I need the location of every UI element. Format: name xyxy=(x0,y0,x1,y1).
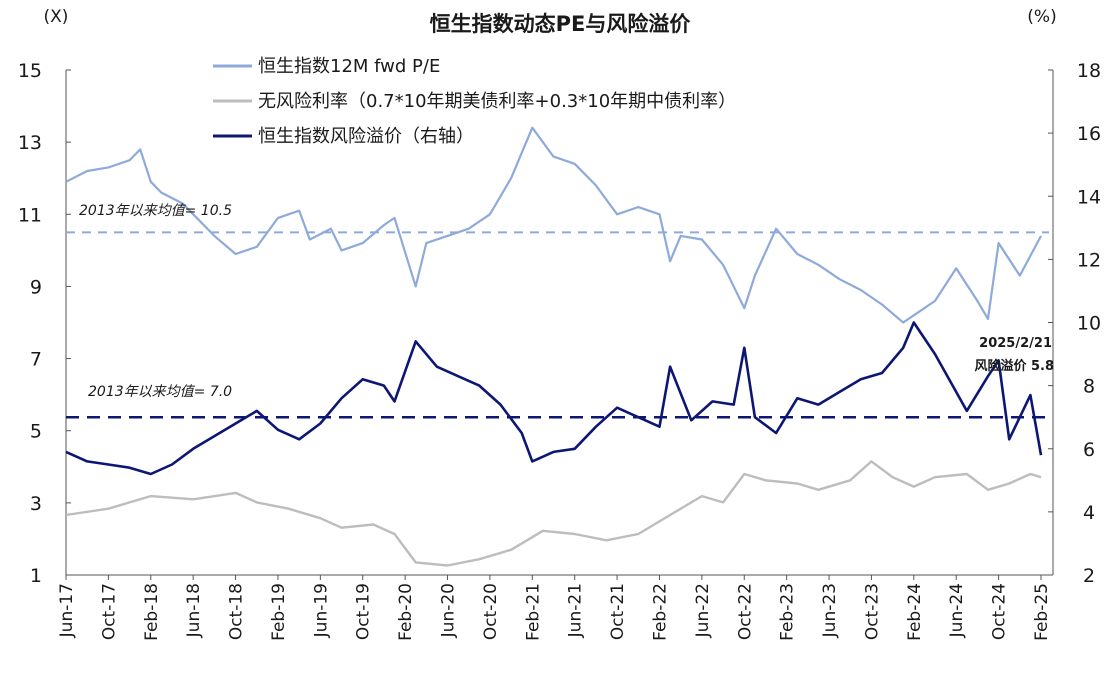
risk-premium-series-line xyxy=(65,321,1043,476)
x-tick-label: Oct-23 xyxy=(862,583,882,640)
x-tick-label: Jun-18 xyxy=(184,583,204,638)
x-tick-label: Feb-18 xyxy=(142,583,162,641)
reference-lines xyxy=(66,231,1049,419)
left-tick-label: 5 xyxy=(30,421,42,443)
x-tick-label: Jun-23 xyxy=(820,583,840,638)
right-tick-label: 16 xyxy=(1077,123,1101,145)
right-tick-label: 4 xyxy=(1083,502,1095,524)
left-tick-label: 3 xyxy=(30,493,42,515)
x-tick-label: Jun-22 xyxy=(693,583,713,638)
pe-series-line xyxy=(65,126,1042,324)
x-tick-label: Oct-24 xyxy=(990,583,1010,640)
x-tick-label: Oct-18 xyxy=(227,583,247,640)
right-tick-label: 14 xyxy=(1077,186,1101,208)
left-axis-unit: (X) xyxy=(44,7,69,27)
x-tick-label: Jun-17 xyxy=(57,583,77,638)
x-tick-label: Feb-25 xyxy=(1032,583,1052,641)
x-tick-label: Feb-22 xyxy=(650,583,670,641)
x-tick-label: Jun-21 xyxy=(566,583,586,638)
annotation-date: 2025/2/21 xyxy=(979,336,1052,351)
right-axis-ticks: 2 4 6 8 10 12 14 16 18 xyxy=(1048,60,1101,587)
x-tick-label: Jun-19 xyxy=(311,583,331,638)
x-tick-label: Feb-23 xyxy=(778,583,798,641)
legend-label-risk-premium: 恒生指数风险溢价（右轴） xyxy=(258,126,474,147)
x-tick-label: Oct-21 xyxy=(608,583,628,640)
right-tick-label: 6 xyxy=(1083,439,1095,461)
x-tick-label: Oct-20 xyxy=(481,583,501,640)
risk-free-series-line xyxy=(65,460,1042,567)
right-tick-label: 12 xyxy=(1077,249,1101,271)
x-tick-label: Jun-24 xyxy=(947,583,967,638)
annotation-premium-value: 风险溢价 5.8 xyxy=(974,358,1054,374)
x-tick-label: Oct-22 xyxy=(735,583,755,640)
legend-label-pe: 恒生指数12M fwd P/E xyxy=(258,56,440,77)
legend-label-risk-free: 无风险利率（0.7*10年期美债利率+0.3*10年期中债利率） xyxy=(258,91,736,112)
right-tick-label: 2 xyxy=(1083,565,1095,587)
x-tick-label: Oct-17 xyxy=(99,583,119,640)
left-tick-label: 7 xyxy=(30,349,42,371)
series-lines xyxy=(65,126,1043,567)
x-tick-label: Jun-20 xyxy=(439,583,459,638)
legend: 恒生指数12M fwd P/E 无风险利率（0.7*10年期美债利率+0.3*1… xyxy=(213,56,736,147)
x-tick-label: Feb-20 xyxy=(396,583,416,641)
premium-mean-label: 2013年以来均值= 7.0 xyxy=(88,384,232,400)
pe-mean-label: 2013年以来均值= 10.5 xyxy=(79,203,232,219)
x-axis-ticks: Jun-17 Oct-17 Feb-18 Jun-18 Oct-18 Feb-19 Jun-… xyxy=(57,575,1052,641)
left-tick-label: 13 xyxy=(18,132,42,154)
right-tick-label: 8 xyxy=(1083,376,1095,398)
right-tick-label: 10 xyxy=(1077,313,1101,335)
x-tick-label: Feb-21 xyxy=(523,583,543,641)
x-tick-label: Feb-19 xyxy=(269,583,289,641)
right-axis-unit: (%) xyxy=(1027,7,1056,27)
left-tick-label: 1 xyxy=(30,565,42,587)
x-tick-label: Feb-24 xyxy=(905,583,925,641)
left-tick-label: 9 xyxy=(30,276,42,298)
chart-title: 恒生指数动态PE与风险溢价 xyxy=(430,12,692,36)
right-tick-label: 18 xyxy=(1077,60,1101,82)
left-tick-label: 15 xyxy=(18,60,42,82)
x-tick-label: Oct-19 xyxy=(354,583,374,640)
left-tick-label: 11 xyxy=(18,204,42,226)
